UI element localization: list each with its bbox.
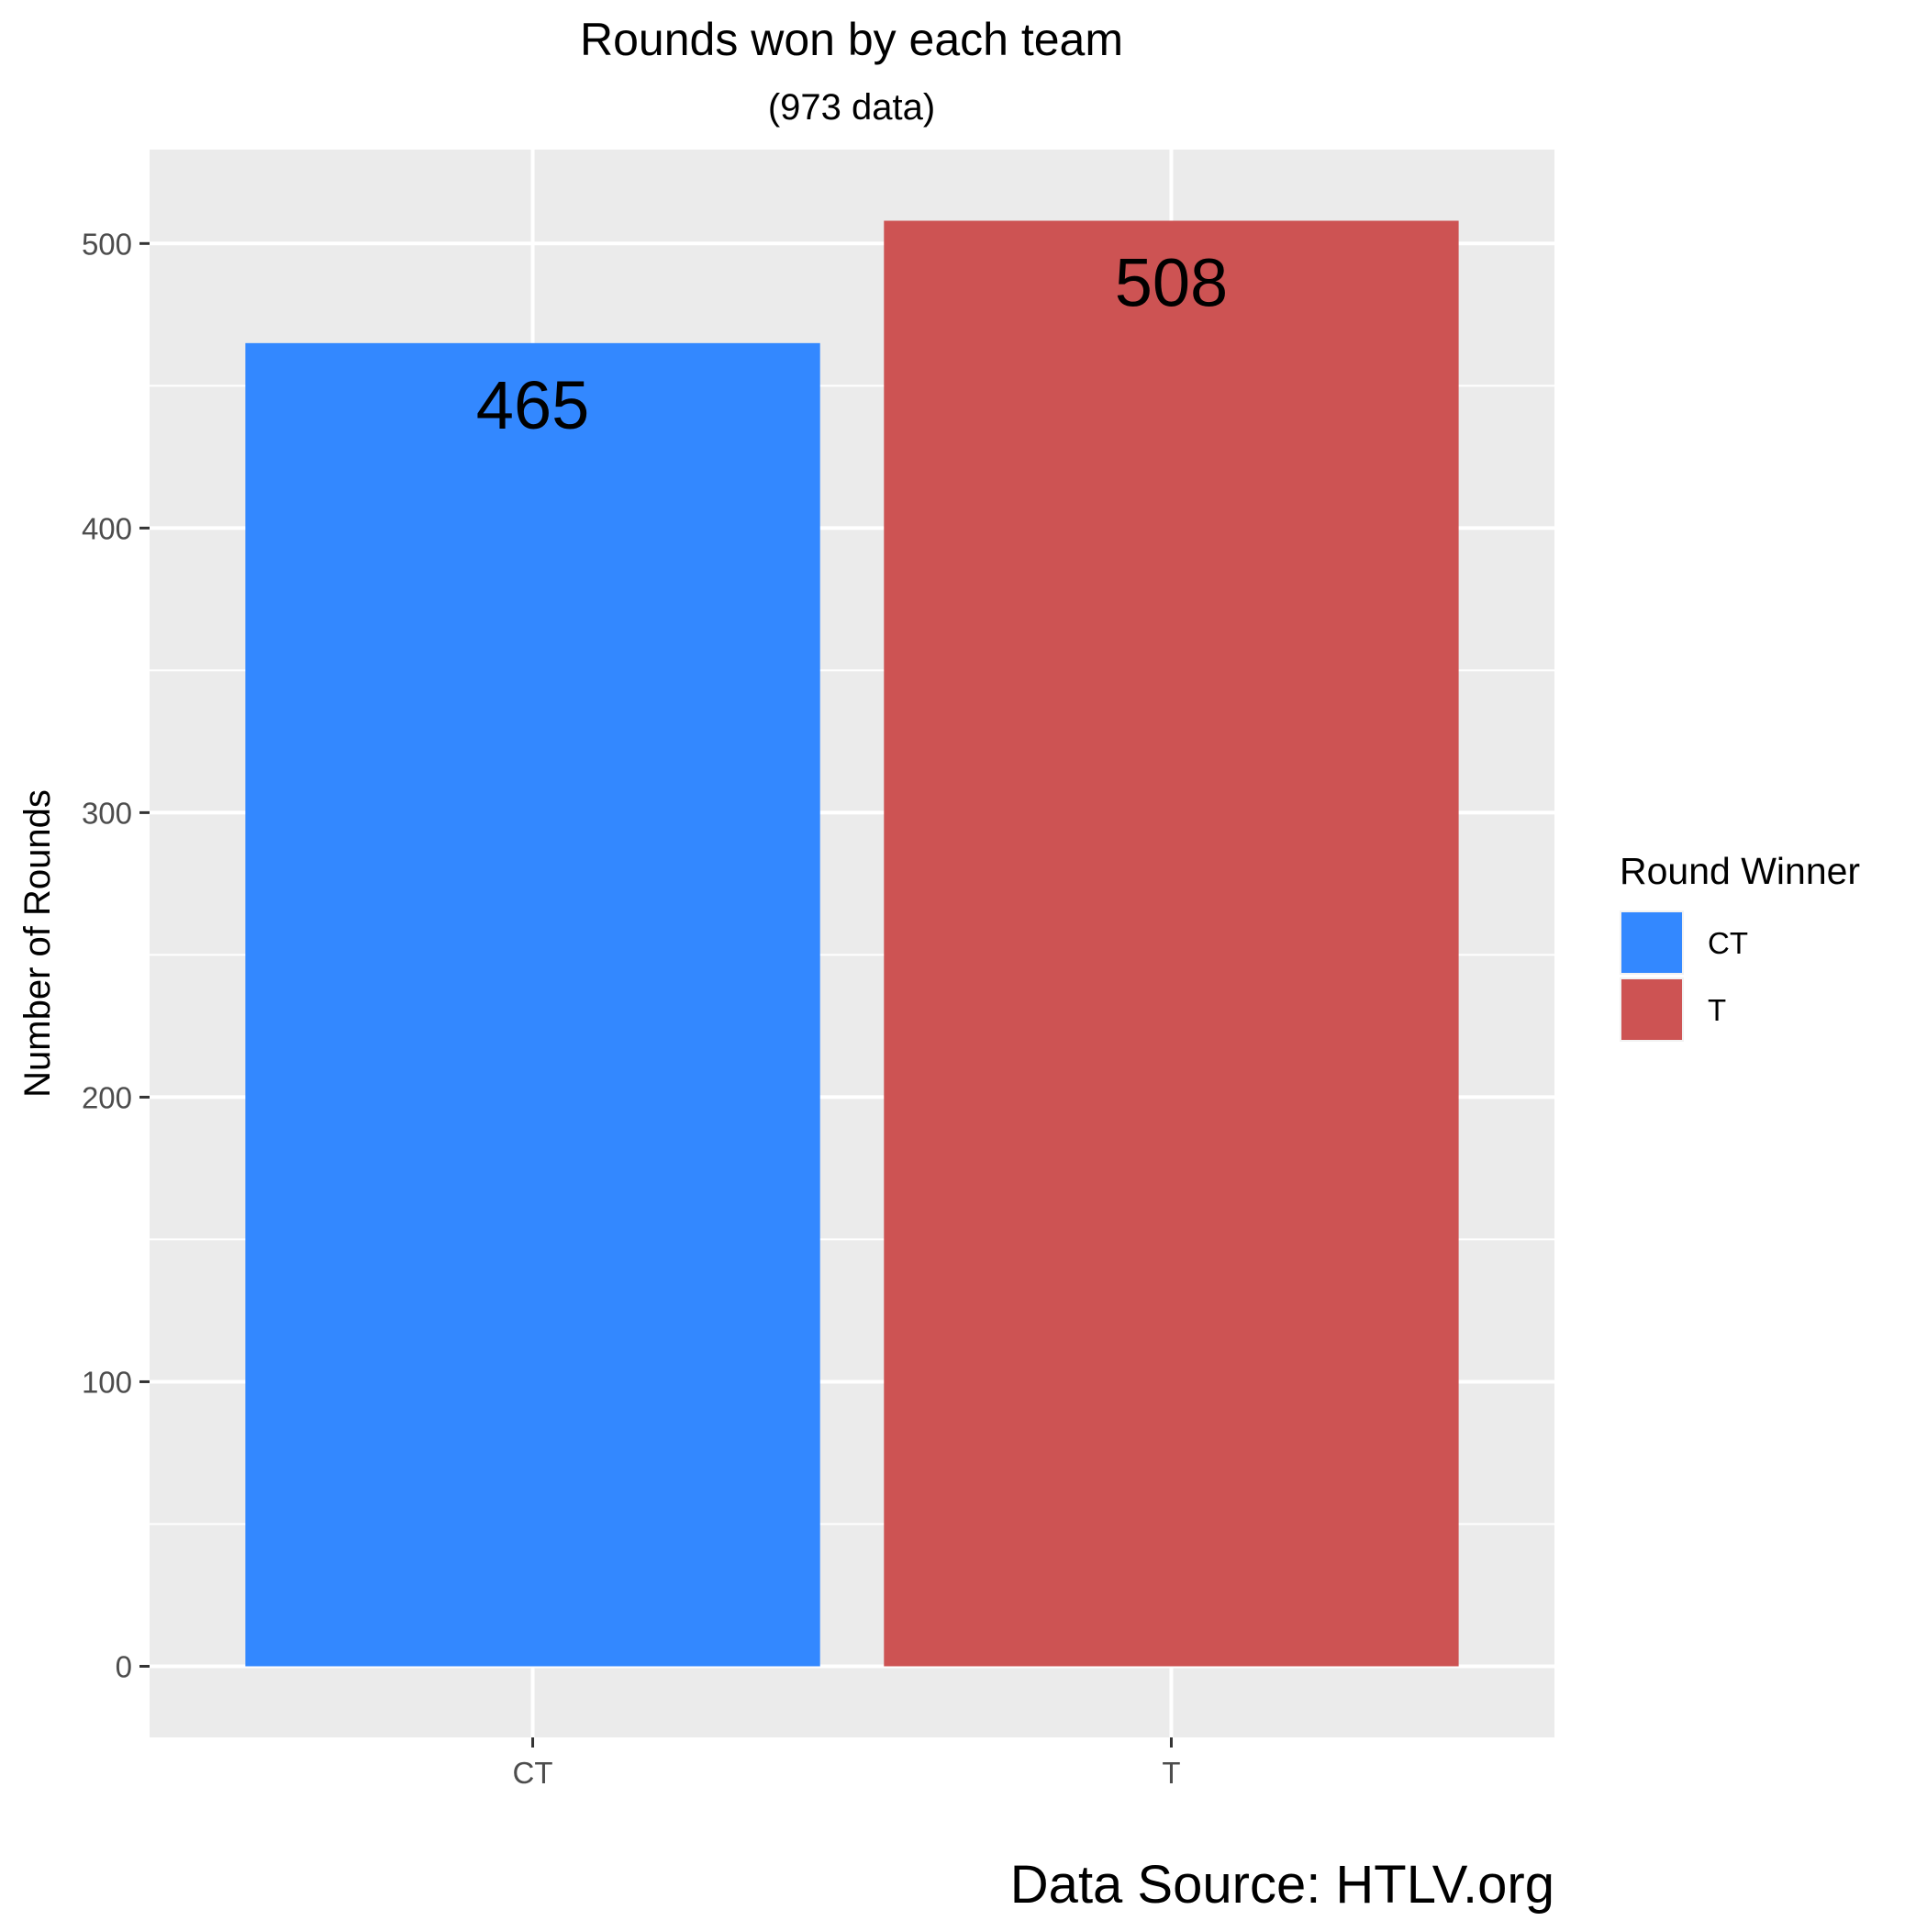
legend-label: CT — [1708, 926, 1748, 960]
data-source-caption: Data Source: HTLV.org — [1010, 1855, 1554, 1915]
chart-title: Rounds won by each team — [580, 14, 1123, 65]
bar-t — [884, 220, 1459, 1667]
legend-swatch-ct — [1621, 912, 1682, 973]
bar-ct — [245, 342, 820, 1667]
legend-label: T — [1708, 993, 1726, 1027]
bar-value-labels: 465 508 — [476, 245, 1228, 443]
y-tick-label: 400 — [82, 511, 132, 545]
legend-swatch-t — [1621, 979, 1682, 1040]
x-tick-label: CT — [513, 1756, 553, 1790]
y-axis: 0 100 200 300 400 500 — [82, 227, 150, 1683]
bar-value-label: 465 — [476, 367, 589, 443]
legend-title: Round Winner — [1620, 850, 1860, 892]
chart-subtitle: (973 data) — [768, 87, 935, 128]
y-tick-label: 200 — [82, 1080, 132, 1114]
y-axis-title: Number of Rounds — [17, 789, 58, 1098]
bars — [245, 220, 1459, 1667]
y-tick-label: 300 — [82, 796, 132, 830]
y-tick-label: 500 — [82, 227, 132, 261]
bar-value-label: 508 — [1115, 245, 1228, 321]
y-tick-label: 0 — [116, 1649, 132, 1683]
y-tick-label: 100 — [82, 1365, 132, 1399]
legend-items: CT T — [1620, 910, 1748, 1042]
x-axis: CT T — [513, 1737, 1181, 1790]
legend: Round Winner CT T — [1620, 850, 1860, 1042]
x-tick-label: T — [1162, 1756, 1180, 1790]
